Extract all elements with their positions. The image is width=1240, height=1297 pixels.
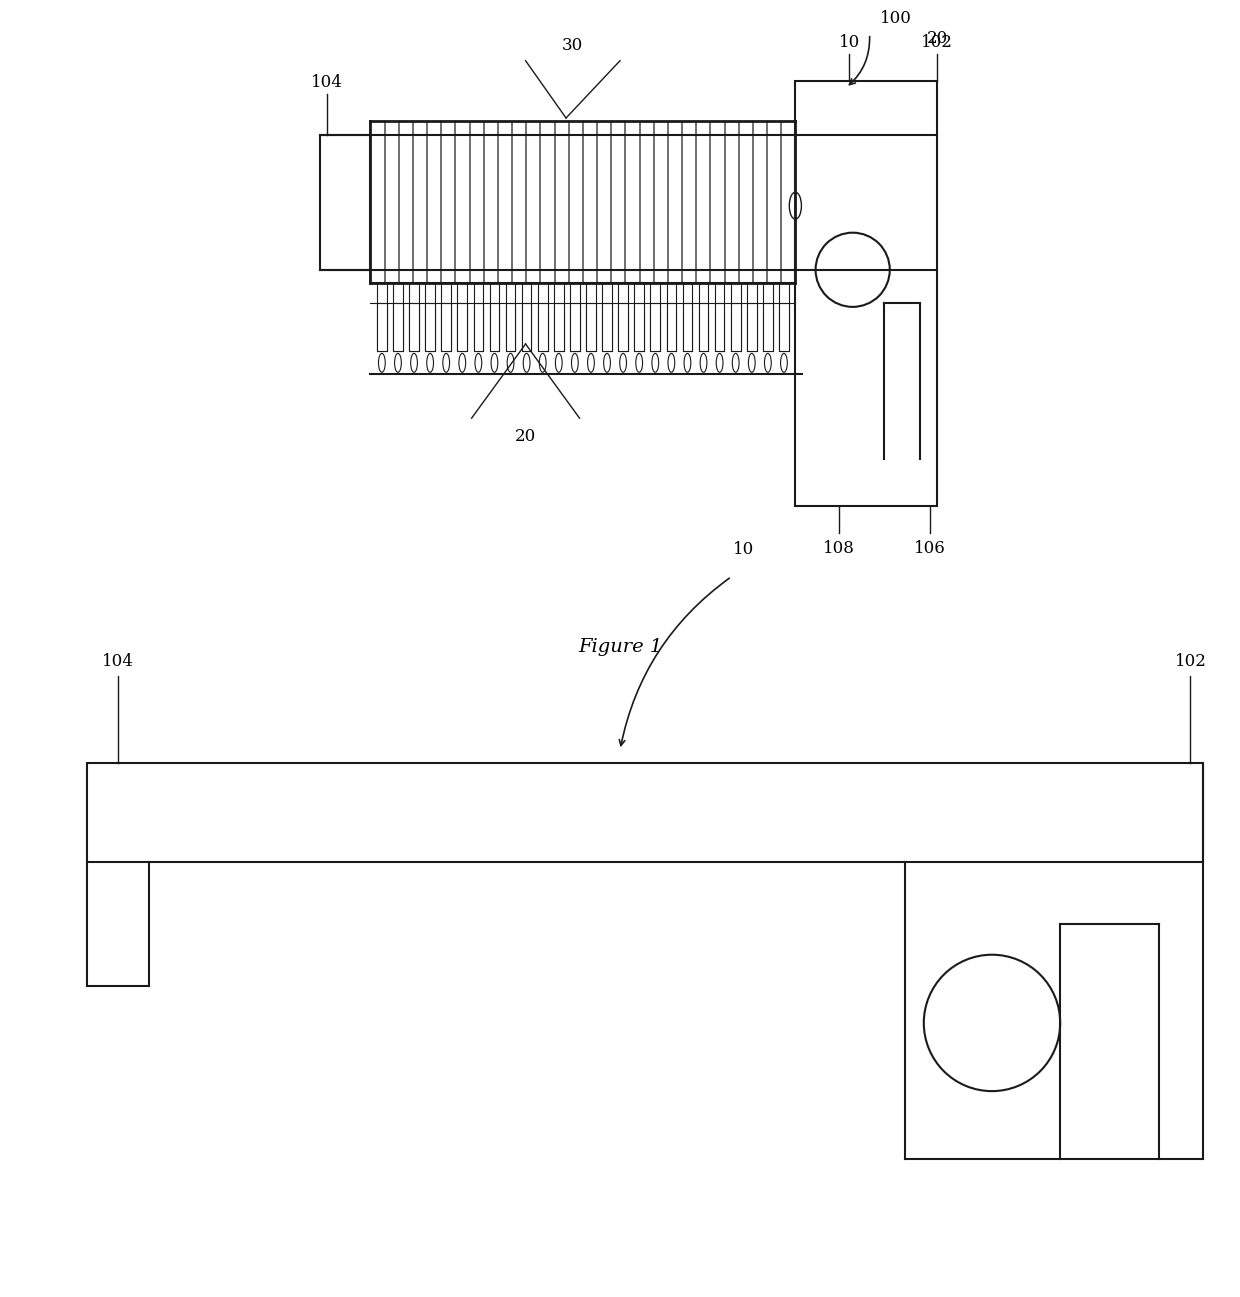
Ellipse shape xyxy=(652,353,658,372)
Text: Figure 1: Figure 1 xyxy=(578,638,662,656)
Bar xyxy=(393,303,403,350)
Bar xyxy=(682,303,692,350)
Text: 20: 20 xyxy=(926,30,949,47)
Text: 30: 30 xyxy=(562,36,583,54)
Bar xyxy=(779,283,789,350)
Ellipse shape xyxy=(572,353,578,372)
Bar xyxy=(377,303,387,350)
Bar xyxy=(714,283,724,350)
Text: 102: 102 xyxy=(921,34,952,51)
Bar xyxy=(763,303,773,350)
Ellipse shape xyxy=(491,353,497,372)
Bar xyxy=(393,283,403,350)
Bar xyxy=(730,303,740,350)
Bar xyxy=(377,283,387,350)
Bar xyxy=(635,303,644,350)
Ellipse shape xyxy=(780,353,787,372)
Bar xyxy=(425,283,435,350)
Bar xyxy=(409,283,419,350)
Bar xyxy=(441,283,451,350)
Bar xyxy=(441,303,451,350)
Ellipse shape xyxy=(620,353,626,372)
Bar xyxy=(506,303,516,350)
Text: 108: 108 xyxy=(823,540,856,556)
Text: 106: 106 xyxy=(914,540,946,556)
Text: 104: 104 xyxy=(102,652,134,669)
Text: 10: 10 xyxy=(838,34,859,51)
Bar xyxy=(458,303,467,350)
Bar xyxy=(763,283,773,350)
Ellipse shape xyxy=(749,353,755,372)
Text: 20: 20 xyxy=(515,428,536,445)
Bar xyxy=(538,303,548,350)
Ellipse shape xyxy=(410,353,418,372)
Bar xyxy=(587,303,595,350)
Ellipse shape xyxy=(523,353,529,372)
Bar xyxy=(522,283,532,350)
Bar xyxy=(554,303,564,350)
Ellipse shape xyxy=(507,353,513,372)
Text: 10: 10 xyxy=(733,541,755,558)
Bar xyxy=(746,283,756,350)
Text: 100: 100 xyxy=(879,10,911,27)
Bar xyxy=(698,283,708,350)
Ellipse shape xyxy=(790,192,801,219)
Bar xyxy=(746,303,756,350)
Bar xyxy=(570,283,579,350)
Ellipse shape xyxy=(459,353,466,372)
Bar xyxy=(667,303,676,350)
Bar xyxy=(490,283,500,350)
Bar xyxy=(522,303,532,350)
Text: 104: 104 xyxy=(311,74,342,91)
Bar xyxy=(474,283,484,350)
Bar xyxy=(554,283,564,350)
Bar xyxy=(730,283,740,350)
Ellipse shape xyxy=(717,353,723,372)
Bar xyxy=(619,303,627,350)
Ellipse shape xyxy=(556,353,562,372)
Ellipse shape xyxy=(636,353,642,372)
Bar xyxy=(651,303,660,350)
Bar xyxy=(651,283,660,350)
Bar xyxy=(779,303,789,350)
Bar xyxy=(587,283,595,350)
Bar xyxy=(474,303,484,350)
Bar xyxy=(714,303,724,350)
Bar xyxy=(619,283,627,350)
Bar xyxy=(458,283,467,350)
Bar xyxy=(635,283,644,350)
Bar xyxy=(409,303,419,350)
Ellipse shape xyxy=(604,353,610,372)
Bar xyxy=(570,303,579,350)
Bar xyxy=(698,303,708,350)
Bar xyxy=(667,283,676,350)
Ellipse shape xyxy=(539,353,546,372)
Text: 102: 102 xyxy=(1174,652,1207,669)
Ellipse shape xyxy=(765,353,771,372)
Ellipse shape xyxy=(684,353,691,372)
Bar xyxy=(506,283,516,350)
Bar xyxy=(682,283,692,350)
Ellipse shape xyxy=(588,353,594,372)
Bar xyxy=(87,763,1203,861)
Ellipse shape xyxy=(394,353,402,372)
Ellipse shape xyxy=(733,353,739,372)
Bar xyxy=(425,303,435,350)
Ellipse shape xyxy=(701,353,707,372)
Ellipse shape xyxy=(475,353,482,372)
Ellipse shape xyxy=(378,353,386,372)
Ellipse shape xyxy=(668,353,675,372)
Ellipse shape xyxy=(427,353,434,372)
Bar xyxy=(603,303,611,350)
Ellipse shape xyxy=(443,353,450,372)
Bar xyxy=(538,283,548,350)
Bar xyxy=(795,80,937,506)
Bar xyxy=(320,135,371,270)
Bar xyxy=(490,303,500,350)
Bar xyxy=(603,283,611,350)
